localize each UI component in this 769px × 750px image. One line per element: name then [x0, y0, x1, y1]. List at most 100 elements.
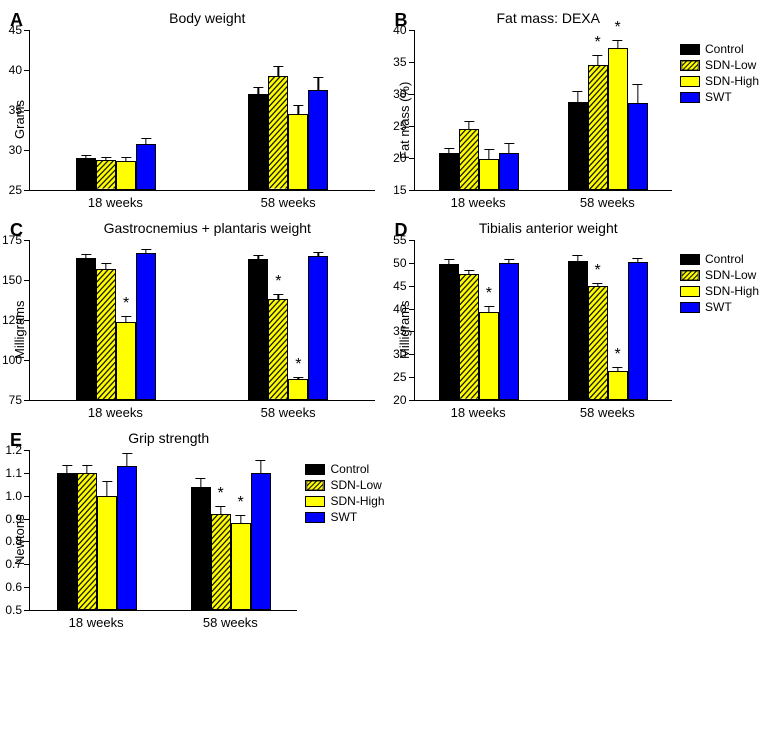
bar-swt — [308, 90, 328, 190]
error-bar — [125, 316, 126, 322]
error-bar — [488, 306, 489, 313]
legend-swatch — [680, 286, 700, 297]
error-bar — [508, 259, 509, 264]
bar-group — [248, 76, 328, 190]
bar-sdn-high — [116, 161, 136, 190]
legend-item: SDN-High — [305, 494, 384, 508]
error-bar — [448, 148, 449, 154]
bar-sdn-low: * — [588, 65, 608, 190]
y-tick-label: 15 — [393, 183, 414, 197]
x-axis-labels: 18 weeks 58 weeks — [29, 615, 297, 630]
y-tick-label: 30 — [9, 143, 30, 157]
y-tick-label: 40 — [393, 302, 414, 316]
legend-swatch — [305, 496, 325, 507]
x-axis-labels: 18 weeks58 weeks — [414, 405, 672, 420]
y-tick-label: 45 — [393, 279, 414, 293]
error-bar — [617, 367, 618, 372]
legend: Control SDN-Low SDN-High SWT — [680, 40, 759, 106]
legend-item: SWT — [680, 300, 759, 314]
error-bar — [488, 149, 489, 161]
x-category-label: 58 weeks — [203, 615, 258, 630]
legend-label: Control — [330, 462, 369, 476]
panel-d: D Tibialis anterior weight Milligrams 20… — [395, 220, 760, 420]
bar-sdn-low — [77, 473, 97, 610]
y-tick-label: 125 — [2, 313, 30, 327]
bar-swt — [136, 144, 156, 190]
y-tick-label: 175 — [2, 233, 30, 247]
y-tick-label: 100 — [2, 353, 30, 367]
bar-swt — [628, 262, 648, 400]
y-tick-label: 1.1 — [5, 466, 30, 480]
y-tick-label: 40 — [393, 23, 414, 37]
bar-sdn-high — [479, 159, 499, 190]
error-bar — [637, 258, 638, 263]
y-tick-label: 55 — [393, 233, 414, 247]
panel-b: B Fat mass: DEXA Fat mass (%) 15 20 25 3… — [395, 10, 760, 210]
bar-group: * * — [568, 48, 648, 190]
legend-label: SWT — [330, 510, 357, 524]
error-bar — [577, 255, 578, 262]
legend-label: SDN-High — [705, 74, 759, 88]
bar-control — [568, 261, 588, 400]
x-axis-labels: 18 weeks58 weeks — [29, 195, 375, 210]
legend-item: SDN-High — [680, 74, 759, 88]
bar-group: * * — [191, 473, 271, 610]
error-bar — [318, 77, 319, 91]
legend-item: SDN-Low — [680, 268, 759, 282]
bar-group — [76, 144, 156, 190]
bar-sdn-low: * — [588, 286, 608, 400]
y-tick-label: 40 — [9, 63, 30, 77]
y-tick-label: 0.9 — [5, 512, 30, 526]
bar-sdn-high: * — [608, 48, 628, 190]
error-bar — [66, 465, 67, 474]
bar-sdn-high: * — [231, 523, 251, 610]
panel-e: E Grip strength Newtons 0.5 0.6 0.7 0.8 … — [10, 430, 385, 630]
legend-label: Control — [705, 252, 744, 266]
bar-group: * * — [568, 261, 648, 400]
error-bar — [145, 249, 146, 254]
legend-label: SDN-Low — [705, 268, 756, 282]
legend-swatch — [305, 480, 325, 491]
legend-item: SDN-High — [680, 284, 759, 298]
x-category-label: 18 weeks — [69, 615, 124, 630]
error-bar — [258, 87, 259, 95]
legend-item: SWT — [680, 90, 759, 104]
error-bar — [85, 254, 86, 259]
bar-swt — [308, 256, 328, 400]
legend-item: Control — [680, 42, 759, 56]
y-tick-label: 30 — [393, 347, 414, 361]
y-tick-label: 0.5 — [5, 603, 30, 617]
bar-sdn-low — [459, 274, 479, 400]
bar-control — [439, 153, 459, 190]
x-axis-labels: 18 weeks58 weeks — [29, 405, 375, 420]
y-tick-label: 75 — [9, 393, 30, 407]
legend-swatch — [680, 254, 700, 265]
bar-sdn-low: * — [268, 299, 288, 400]
bar-control — [568, 102, 588, 190]
chart-title: Fat mass: DEXA — [395, 10, 672, 26]
legend-label: SWT — [705, 90, 732, 104]
y-tick-label: 1.2 — [5, 443, 30, 457]
legend-label: SDN-High — [330, 494, 384, 508]
bar-group — [439, 129, 519, 190]
plot-area: 15 20 25 30 35 40 — [414, 30, 672, 191]
error-bar — [258, 255, 259, 260]
significance-star: * — [275, 274, 281, 290]
y-tick-label: 0.6 — [5, 580, 30, 594]
legend-label: SDN-Low — [330, 478, 381, 492]
legend-swatch — [680, 60, 700, 71]
error-bar — [637, 84, 638, 104]
error-bar — [448, 259, 449, 264]
error-bar — [260, 460, 261, 474]
bar-swt — [251, 473, 271, 610]
plot-area: 0.5 0.6 0.7 0.8 0.9 1.0 1.1 1.2 — [29, 450, 297, 611]
y-tick-label: 20 — [393, 151, 414, 165]
bar-sdn-high: * — [116, 322, 136, 400]
x-category-label: 58 weeks — [580, 195, 635, 210]
legend-item: SWT — [305, 510, 384, 524]
legend-swatch — [680, 44, 700, 55]
error-bar — [597, 283, 598, 287]
error-bar — [597, 55, 598, 65]
panel-c: C Gastrocnemius + plantaris weight Milli… — [10, 220, 375, 420]
bar-sdn-low — [459, 129, 479, 190]
